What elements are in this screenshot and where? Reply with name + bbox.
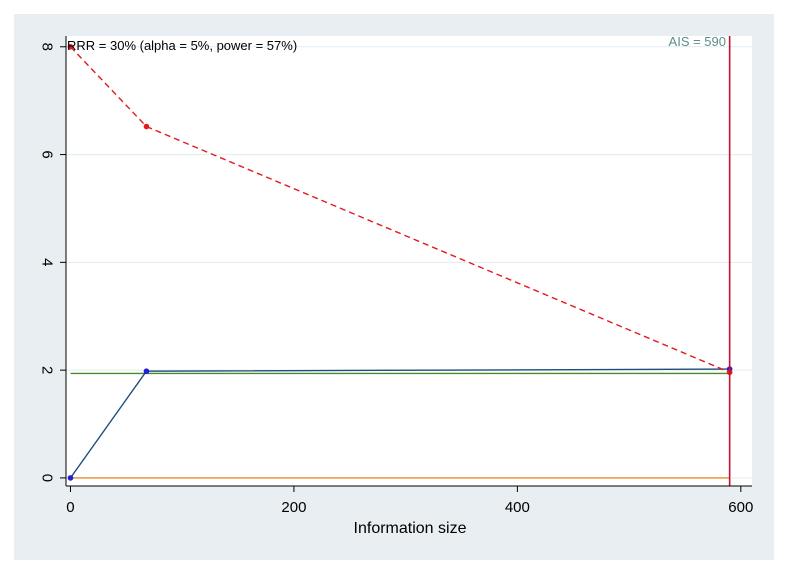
plot-area [66, 36, 752, 486]
axes [60, 36, 752, 492]
point-z-curve-0 [67, 475, 74, 481]
rrr-annotation: RRR = 30% (alpha = 5%, power = 57%) [67, 38, 297, 53]
y-tick-label-6: 6 [39, 150, 56, 158]
y-tick-label-0: 0 [39, 474, 56, 482]
point-upper-boundary-0 [67, 43, 74, 50]
y-tick-label-4: 4 [39, 258, 56, 266]
y-tick-label-2: 2 [39, 366, 56, 374]
point-z-curve-1 [143, 368, 150, 375]
tick-labels: 0 2 4 6 8 0 200 400 600 [39, 43, 754, 516]
x-tick-label-400: 400 [505, 499, 530, 516]
ais-annotation: AIS = 590 [669, 34, 726, 49]
y-tick-label-8: 8 [39, 43, 56, 51]
x-axis-title: Information size [354, 520, 467, 537]
point-upper-boundary-1 [143, 123, 150, 130]
series-layer [67, 36, 733, 486]
x-tick-label-200: 200 [281, 499, 306, 516]
x-tick-label-0: 0 [66, 499, 74, 516]
x-tick-label-600: 600 [728, 499, 753, 516]
